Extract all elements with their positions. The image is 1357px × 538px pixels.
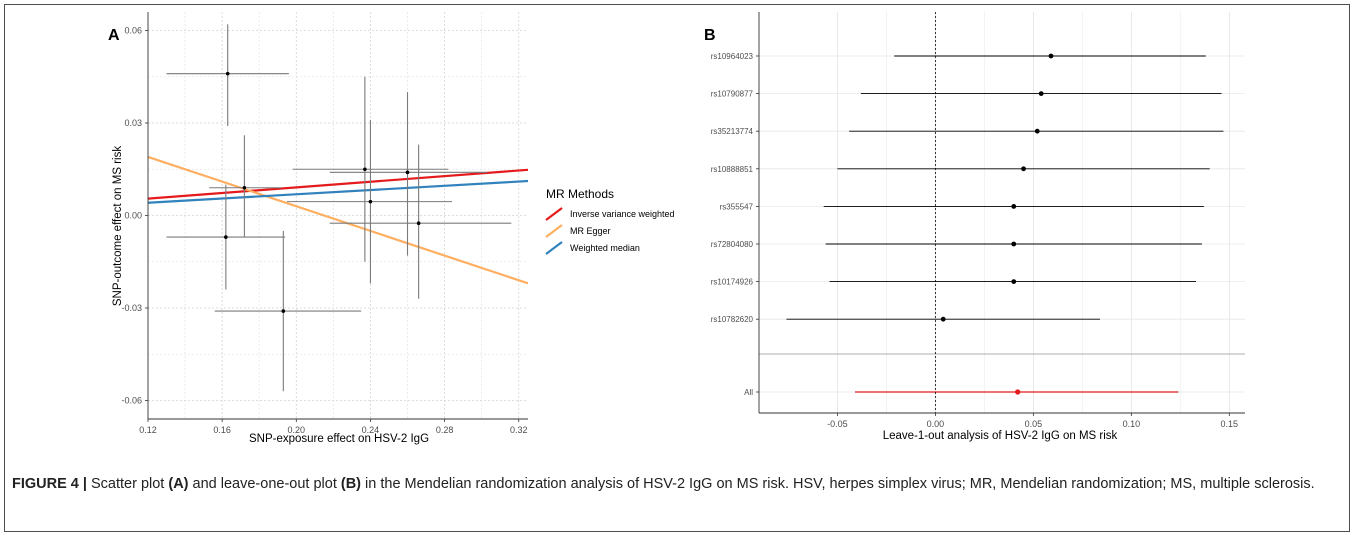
- x-tick-label: 0.32: [510, 425, 528, 435]
- point-estimate: [1011, 204, 1017, 209]
- panel-a-grid: [147, 12, 528, 419]
- point-estimate: [1011, 241, 1017, 247]
- panel-b-label: B: [704, 27, 716, 44]
- snp-label: rs72804080: [711, 240, 754, 249]
- caption-text-1: Scatter plot: [86, 476, 169, 492]
- legend-key: [545, 224, 563, 238]
- point-estimate: [940, 316, 946, 322]
- x-tick-label: 0.16: [213, 425, 231, 435]
- panel-b-grid: [759, 12, 1245, 413]
- x-tick-label: 0.05: [1025, 419, 1043, 429]
- y-tick-label: 0.00: [124, 211, 142, 221]
- data-point: [281, 309, 286, 313]
- caption-text-3: in the Mendelian randomization analysis …: [361, 476, 1315, 492]
- regression-line: [147, 155, 529, 285]
- x-tick-label: 0.00: [927, 419, 945, 429]
- caption-ref-a: (A): [168, 476, 189, 492]
- data-point: [242, 185, 247, 190]
- x-tick-label: 0.15: [1221, 419, 1239, 429]
- legend-title: MR Methods: [546, 187, 614, 201]
- caption-figure-label: FIGURE 4 |: [12, 476, 87, 492]
- snp-label: rs10790877: [711, 90, 754, 99]
- caption-text-2: and leave-one-out plot: [188, 476, 341, 492]
- regression-line: [147, 179, 529, 204]
- snp-label: rs10888851: [711, 165, 754, 174]
- panel-a-x-axis-label: SNP-exposure effect on HSV-2 IgG: [249, 433, 429, 445]
- snp-label: rs10782620: [711, 315, 754, 324]
- panel-b-rows: [786, 12, 1224, 413]
- legend-key: [545, 241, 563, 255]
- data-point: [368, 199, 373, 204]
- y-tick-label: 0.03: [124, 118, 142, 128]
- point-estimate: [1048, 53, 1054, 59]
- y-tick-label: -0.03: [121, 303, 142, 313]
- panel-b-forest-plot: B -0.05 0.00 0.05 0.10 0.15 rs10964023 rs10790…: [704, 12, 1245, 442]
- panel-a-legend: MR Methods Inverse variance weighted MR E…: [545, 187, 675, 255]
- panel-a-y-axis-label: SNP-outcome effect on MS risk: [112, 146, 124, 306]
- legend-label: Inverse variance weighted: [570, 209, 675, 219]
- data-point: [405, 170, 410, 175]
- x-tick-label: 0.10: [1123, 419, 1141, 429]
- data-point: [416, 221, 421, 226]
- x-tick-label: 0.24: [362, 425, 380, 435]
- y-tick-label: -0.06: [121, 396, 142, 406]
- x-tick-label: 0.20: [288, 425, 306, 435]
- panel-b-x-axis-label: Leave-1-out analysis of HSV-2 IgG on MS …: [883, 430, 1118, 442]
- legend-key: [545, 207, 563, 221]
- summary-point-estimate: [1015, 389, 1021, 395]
- data-point: [225, 71, 230, 76]
- panel-a-data-points: [166, 24, 512, 392]
- point-estimate: [1038, 91, 1044, 96]
- legend-label: Weighted median: [570, 243, 640, 253]
- figure-caption: FIGURE 4 | Scatter plot (A) and leave-on…: [12, 474, 1332, 495]
- caption-ref-b: (B): [340, 476, 362, 492]
- snp-label: rs355547: [720, 202, 754, 211]
- x-tick-label: -0.05: [827, 419, 848, 429]
- point-estimate: [1011, 279, 1017, 284]
- figure-frame: [4, 4, 1350, 532]
- point-estimate: [1034, 128, 1040, 134]
- x-tick-label: 0.28: [436, 425, 454, 435]
- snp-label: rs35213774: [711, 127, 754, 136]
- panel-a-scatter-plot: A 0.12 0.16 0.20 0.24 0.28 0.32 -0.06 -0.03 0.00…: [108, 12, 675, 445]
- point-estimate: [1021, 166, 1026, 172]
- panel-b-tick-labels: -0.05 0.00 0.05 0.10 0.15 rs10964023 rs1079087…: [711, 52, 1238, 429]
- summary-label: All: [744, 388, 753, 397]
- x-tick-label: 0.12: [139, 425, 157, 435]
- panel-a-axes: [145, 12, 528, 422]
- snp-label: rs10964023: [711, 52, 754, 61]
- legend-label: MR Egger: [570, 226, 611, 236]
- panel-a-regression-lines: [147, 155, 529, 285]
- figure-canvas: A 0.12 0.16 0.20 0.24 0.28 0.32 -0.06 -0.03 0.00…: [108, 12, 1245, 445]
- y-tick-label: 0.06: [124, 26, 142, 36]
- panel-b-axes: [756, 12, 1245, 416]
- snp-label: rs10174926: [711, 278, 754, 287]
- data-point: [224, 235, 228, 239]
- data-point: [363, 167, 367, 172]
- panel-a-label: A: [108, 27, 120, 44]
- regression-line: [147, 168, 529, 200]
- panel-a-tick-labels: 0.12 0.16 0.20 0.24 0.28 0.32 -0.06 -0.03 0.00 0.…: [121, 26, 527, 436]
